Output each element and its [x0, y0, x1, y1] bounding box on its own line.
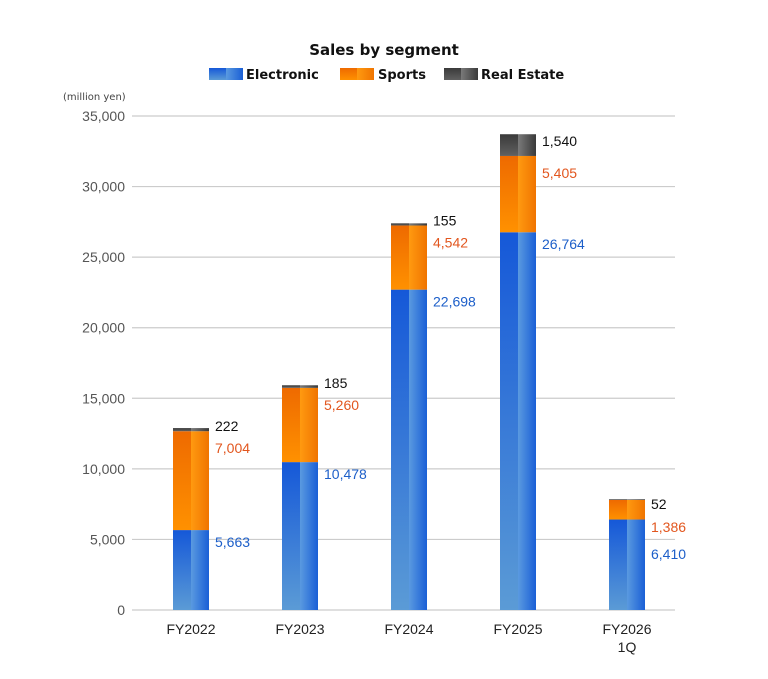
legend-swatch-electronic-right [226, 68, 243, 80]
data-label-sports: 1,386 [651, 519, 686, 535]
x-axis-label: FY2022 [166, 621, 215, 637]
x-axis-label-line2: 1Q [618, 639, 637, 655]
legend: Electronic Sports Real Estate [209, 68, 564, 83]
bar-segment-sports-right [300, 387, 318, 463]
legend-swatch-sports [340, 68, 357, 80]
bar-segment-electronic-right [409, 289, 427, 610]
bar-segment-electronic [609, 519, 627, 610]
bar-stack [391, 223, 427, 610]
legend-item-real-estate: Real Estate [444, 68, 564, 83]
bar-segment-real-estate [500, 134, 518, 156]
bar-segment-sports [500, 155, 518, 233]
bar-segment-real-estate [391, 223, 409, 226]
legend-label-real-estate: Real Estate [481, 68, 564, 83]
y-tick-label: 15,000 [82, 390, 125, 406]
x-axis-label: FY2023 [275, 621, 324, 637]
bar-segment-sports [173, 431, 191, 531]
legend-swatch-real-estate [444, 68, 461, 80]
data-label-real-estate: 155 [433, 213, 457, 229]
bars [173, 134, 645, 611]
y-tick-label: 0 [117, 602, 125, 618]
bar-segment-sports [282, 387, 300, 463]
bar-segment-real-estate-right [409, 223, 427, 226]
y-tick-label: 20,000 [82, 320, 125, 336]
data-label-electronic: 26,764 [542, 236, 585, 252]
legend-swatch-electronic [209, 68, 226, 80]
bar-segment-real-estate [173, 428, 191, 432]
bar-stack [173, 428, 209, 610]
bar-segment-real-estate-right [627, 499, 645, 500]
bar-segment-electronic [391, 289, 409, 610]
data-label-electronic: 10,478 [324, 466, 367, 482]
data-label-electronic: 5,663 [215, 534, 250, 550]
bar-segment-electronic [500, 232, 518, 611]
data-label-real-estate: 222 [215, 418, 239, 434]
y-tick-label: 35,000 [82, 108, 125, 124]
bar-segment-electronic-right [627, 519, 645, 610]
y-tick-label: 25,000 [82, 249, 125, 265]
x-axis-labels: FY2022 FY2023 FY2024 FY2025 FY2026 1Q [166, 621, 651, 655]
y-axis-unit-label: (million yen) [63, 92, 126, 103]
bar-segment-electronic [282, 462, 300, 610]
chart-title: Sales by segment [309, 41, 459, 59]
y-axis-ticks: 0 5,000 10,000 15,000 20,000 25,000 30,000 35,0… [82, 108, 125, 618]
data-label-sports: 4,542 [433, 235, 468, 251]
bar-segment-sports-right [518, 155, 536, 233]
bar-segment-electronic-right [300, 462, 318, 610]
bar-stack [282, 385, 318, 610]
bar-segment-sports [391, 225, 409, 290]
bar-segment-electronic-right [191, 530, 209, 610]
bar-segment-electronic-right [518, 232, 536, 611]
data-label-electronic: 6,410 [651, 546, 686, 562]
data-label-sports: 7,004 [215, 440, 250, 456]
legend-item-sports: Sports [340, 68, 426, 83]
bar-segment-real-estate-right [518, 134, 536, 156]
data-label-sports: 5,405 [542, 165, 577, 181]
legend-swatch-sports-right [357, 68, 374, 80]
bar-segment-real-estate [282, 385, 300, 388]
x-axis-label: FY2024 [384, 621, 433, 637]
legend-label-electronic: Electronic [246, 68, 319, 83]
bar-segment-sports-right [627, 499, 645, 520]
data-label-real-estate: 52 [651, 496, 667, 512]
legend-label-sports: Sports [378, 68, 426, 83]
bar-segment-real-estate-right [300, 385, 318, 388]
data-labels: 5,663 7,004 222 10,478 5,260 185 22,698 4,542 15… [215, 133, 686, 562]
data-label-sports: 5,260 [324, 397, 359, 413]
bar-stack [609, 499, 645, 610]
x-axis-label: FY2025 [493, 621, 542, 637]
bar-segment-electronic [173, 530, 191, 610]
bar-segment-real-estate [609, 499, 627, 500]
legend-swatch-real-estate-right [461, 68, 478, 80]
bar-segment-sports-right [409, 225, 427, 290]
y-tick-label: 30,000 [82, 179, 125, 195]
bar-segment-sports-right [191, 431, 209, 531]
bar-stack [500, 134, 536, 611]
data-label-real-estate: 185 [324, 375, 348, 391]
data-label-real-estate: 1,540 [542, 133, 577, 149]
legend-item-electronic: Electronic [209, 68, 319, 83]
y-tick-label: 5,000 [90, 531, 125, 547]
x-axis-label: FY2026 [602, 621, 651, 637]
bar-segment-real-estate-right [191, 428, 209, 432]
bar-segment-sports [609, 499, 627, 520]
data-label-electronic: 22,698 [433, 294, 476, 310]
y-tick-label: 10,000 [82, 461, 125, 477]
